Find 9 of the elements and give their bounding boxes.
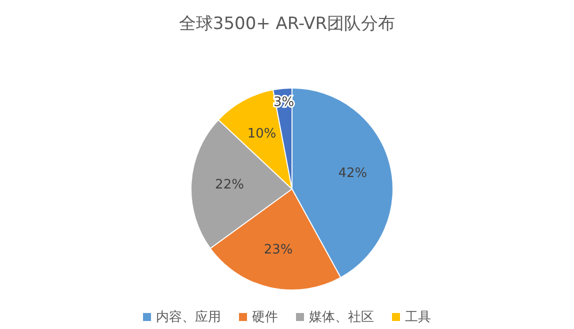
data-label: 23% (264, 242, 293, 258)
data-label: 10% (247, 126, 276, 142)
legend-label: 工具 (405, 309, 431, 326)
data-label: 22% (215, 178, 244, 193)
legend-label: 硬件 (252, 309, 278, 326)
legend-label: 媒体、社区 (309, 309, 374, 326)
chart-title: 全球3500+ AR-VR团队分布 (178, 13, 396, 36)
legend-label: 内容、应用 (156, 309, 221, 326)
data-label: 42% (338, 166, 368, 181)
